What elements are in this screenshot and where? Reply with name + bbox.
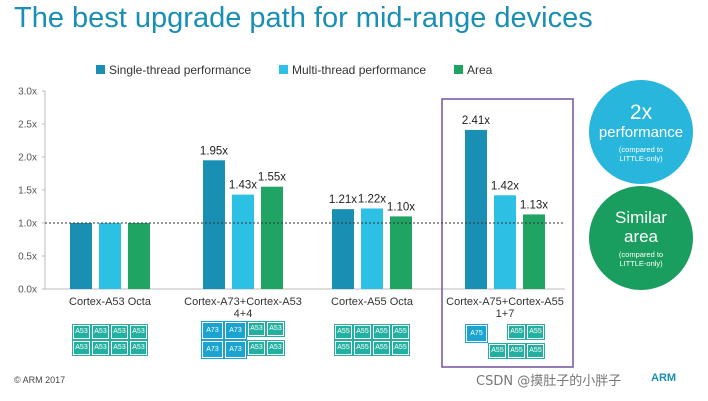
area-callout-note-1: (compared to [618,250,664,259]
category-label: Cortex-A75+Cortex-A55 [446,296,564,308]
data-label: 1.21x [329,194,357,206]
core-blank [489,325,506,339]
legend-label: Area [467,63,493,77]
legend-label: Single-thread performance [109,63,251,77]
core-a55: A55 [334,340,353,356]
y-tick-label: 2.0x [18,153,37,164]
data-label: 1.13x [520,199,548,211]
chart-legend: Single-thread performance Multi-thread pe… [96,63,493,77]
page-title: The best upgrade path for mid-range devi… [14,2,593,34]
category-label: 4+4 [234,308,253,320]
core-a53: A53 [247,321,266,337]
y-tick-label: 0.0x [18,285,37,296]
core-a55: A55 [391,324,410,340]
data-label: 1.22x [358,193,386,205]
core-a55: A55 [526,343,545,359]
core-a55: A55 [391,340,410,356]
performance-callout: 2x performance (compared to LITTLE-only) [589,80,693,184]
data-label: 1.55x [258,172,286,184]
core-a55: A55 [507,324,526,340]
core-a55: A55 [353,324,372,340]
core-a55: A55 [334,324,353,340]
core-a55: A55 [507,343,526,359]
bar [390,216,412,289]
core-a55: A55 [488,343,507,359]
data-label: 2.41x [462,115,490,127]
y-tick-label: 0.5x [18,252,37,263]
core-diagram: A55 A55 A55 A55 A55 A55 A55 A55 [334,324,410,356]
core-a53: A53 [266,340,285,356]
copyright-text: © ARM 2017 [14,375,66,385]
legend-swatch [454,65,463,74]
core-a53: A53 [110,324,129,340]
area-callout-note-2: LITTLE-only) [619,259,663,268]
bar [261,186,283,289]
core-a53: A53 [247,340,266,356]
core-a55: A55 [372,340,391,356]
core-a55: A55 [526,324,545,340]
y-tick-label: 1.5x [18,186,37,197]
core-a53: A53 [266,321,285,337]
bar [232,194,254,289]
watermark-text: CSDN @摸肚子的小胖子 [476,374,622,389]
core-a55: A55 [353,340,372,356]
bar [494,195,516,289]
core-a53: A53 [129,340,148,356]
core-a53: A53 [91,340,110,356]
data-label: 1.42x [491,180,519,192]
core-a55: A55 [372,324,391,340]
core-a53: A53 [72,324,91,340]
category-label: Cortex-A55 Octa [331,296,414,308]
area-callout: Similar area (compared to LITTLE-only) [589,186,693,290]
core-a73: A73 [201,340,224,359]
data-label: 1.95x [200,145,228,157]
y-tick-label: 2.5x [18,120,37,131]
core-diagram: A75 A55 A55 A55 A55 A55 [465,324,545,359]
legend-swatch [279,65,288,74]
core-a53: A53 [72,340,91,356]
data-label: 1.10x [387,201,415,213]
arm-logo: ARM [651,372,677,384]
highlight-box [441,98,574,368]
legend-swatch [96,65,105,74]
core-diagram: A53 A53 A53 A53 A53 A53 A53 A53 [72,324,148,356]
core-a73: A73 [224,321,247,340]
bar [523,214,545,289]
core-diagram: A73 A73 A53 A53 A73 A73 A53 A53 [201,321,285,359]
performance-callout-headline: 2x [629,100,653,124]
highlight-rect [441,98,574,368]
bar-series [70,129,545,289]
bar [465,129,487,289]
core-blank [466,344,483,358]
data-labels: 1.95x 1.21x 2.41x 1.43x 1.22x 1.42x 1.55x 1.10x… [200,115,548,213]
area-callout-headline-2: area [623,227,659,246]
category-label: 1+7 [496,308,515,320]
bar [70,223,92,289]
core-a53: A53 [91,324,110,340]
core-a53: A53 [129,324,148,340]
performance-callout-note-2: LITTLE-only) [619,153,663,163]
bar [361,208,383,289]
performance-callout-subline: performance [598,123,684,141]
category-label: Cortex-A53 Octa [69,296,152,308]
category-label: Cortex-A73+Cortex-A53 [184,296,302,308]
data-label: 1.43x [229,180,257,192]
bar [203,160,225,289]
bar [332,209,354,289]
area-callout-headline-1: Similar [615,208,667,227]
y-tick-label: 3.0x [18,87,37,98]
core-a73: A73 [201,321,224,340]
legend-label: Multi-thread performance [292,63,426,77]
performance-callout-note-1: (compared to [618,144,664,154]
core-a73: A73 [224,340,247,359]
core-a75: A75 [465,324,488,343]
core-a53: A53 [110,340,129,356]
y-tick-label: 1.0x [18,219,37,230]
bar [99,223,121,289]
bar [128,223,150,289]
